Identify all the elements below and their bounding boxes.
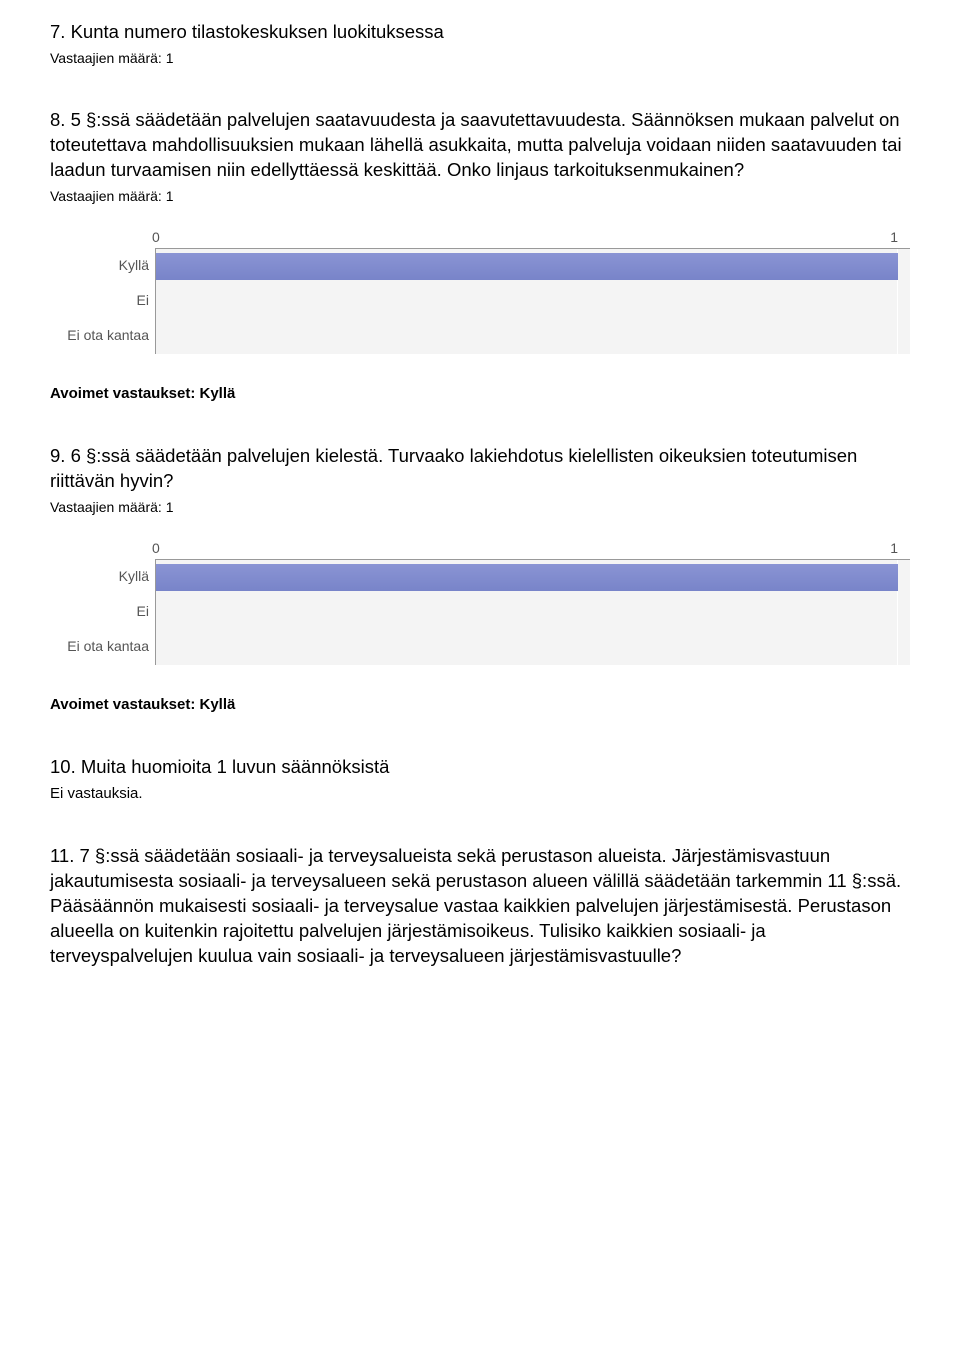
chart-bars-area [155, 559, 910, 665]
question-7-respondents: Vastaajien määrä: 1 [50, 49, 910, 68]
question-9: 9. 6 §:ssä säädetään palvelujen kielestä… [50, 444, 910, 715]
chart-bars-area [155, 248, 910, 354]
y-label-ei-ota-kantaa: Ei ota kantaa [50, 318, 155, 353]
chart-y-labels: Kyllä Ei Ei ota kantaa [50, 559, 155, 665]
question-8: 8. 5 §:ssä säädetään palvelujen saatavuu… [50, 108, 910, 404]
bar-row-ei-ota-kantaa [156, 319, 910, 354]
chart-x-axis: 0 1 [155, 228, 910, 246]
question-8-title: 8. 5 §:ssä säädetään palvelujen saatavuu… [50, 108, 910, 183]
y-label-kylla: Kyllä [50, 248, 155, 283]
chart-plot: Kyllä Ei Ei ota kantaa [50, 248, 910, 354]
question-10-no-answers: Ei vastauksia. [50, 784, 910, 804]
chart-x-axis: 0 1 [155, 539, 910, 557]
bar-row-ei [156, 595, 910, 630]
question-7: 7. Kunta numero tilastokeskuksen luokitu… [50, 20, 910, 68]
x-tick-1: 1 [890, 228, 898, 247]
chart-axis-row: 0 1 [50, 228, 910, 246]
question-7-title: 7. Kunta numero tilastokeskuksen luokitu… [50, 20, 910, 45]
bar-row-kylla [156, 249, 910, 284]
y-label-ei: Ei [50, 594, 155, 629]
x-tick-0: 0 [152, 228, 160, 247]
y-label-kylla: Kyllä [50, 559, 155, 594]
bar-row-ei-ota-kantaa [156, 630, 910, 665]
question-11-title: 11. 7 §:ssä säädetään sosiaali- ja terve… [50, 844, 910, 969]
question-9-respondents: Vastaajien määrä: 1 [50, 498, 910, 517]
x-tick-1: 1 [890, 539, 898, 558]
bar-kylla [156, 253, 898, 280]
question-11: 11. 7 §:ssä säädetään sosiaali- ja terve… [50, 844, 910, 969]
chart-plot: Kyllä Ei Ei ota kantaa [50, 559, 910, 665]
question-9-title: 9. 6 §:ssä säädetään palvelujen kielestä… [50, 444, 910, 494]
chart-y-labels: Kyllä Ei Ei ota kantaa [50, 248, 155, 354]
y-label-ei: Ei [50, 283, 155, 318]
x-tick-0: 0 [152, 539, 160, 558]
bar-row-kylla [156, 560, 910, 595]
question-10-title: 10. Muita huomioita 1 luvun säännöksistä [50, 755, 910, 780]
question-9-open-answers: Avoimet vastaukset: Kyllä [50, 695, 910, 715]
question-8-open-answers: Avoimet vastaukset: Kyllä [50, 384, 910, 404]
bar-row-ei [156, 284, 910, 319]
question-8-chart: 0 1 Kyllä Ei Ei ota kantaa [50, 228, 910, 354]
y-label-ei-ota-kantaa: Ei ota kantaa [50, 629, 155, 664]
question-10: 10. Muita huomioita 1 luvun säännöksistä… [50, 755, 910, 804]
question-8-respondents: Vastaajien määrä: 1 [50, 187, 910, 206]
chart-axis-row: 0 1 [50, 539, 910, 557]
bar-kylla [156, 564, 898, 591]
question-9-chart: 0 1 Kyllä Ei Ei ota kantaa [50, 539, 910, 665]
